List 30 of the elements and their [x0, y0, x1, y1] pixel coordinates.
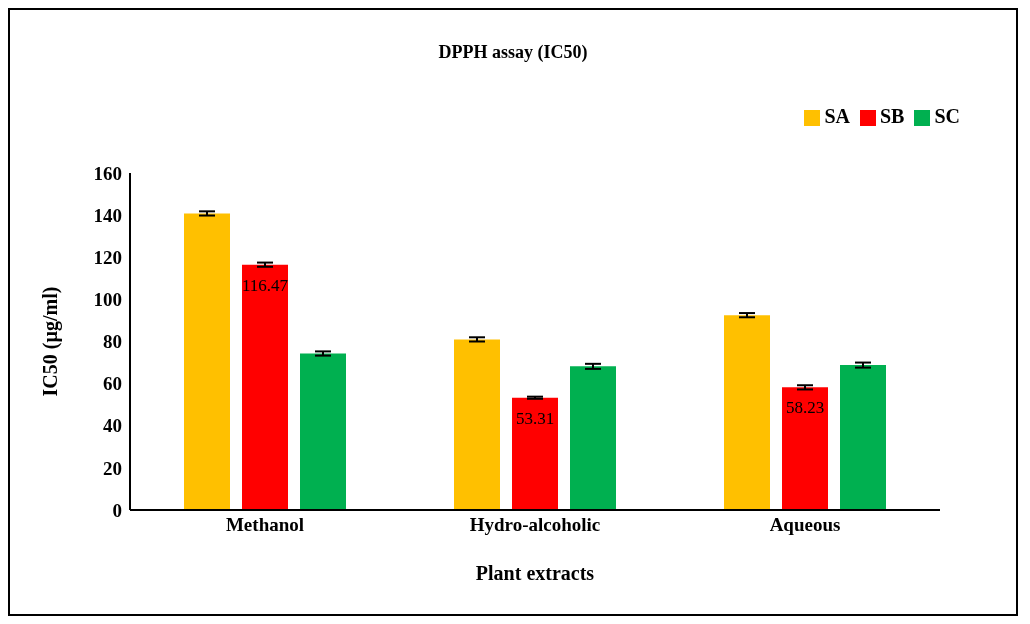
y-tick-label: 120	[93, 246, 122, 268]
bar	[242, 264, 288, 510]
y-axis-title: IC50 (µg/ml)	[39, 286, 63, 397]
data-label: 53.31	[515, 408, 555, 428]
bar	[724, 315, 770, 510]
x-axis-title: Plant extracts	[475, 562, 595, 584]
data-label: 58.23	[785, 398, 825, 418]
bar	[840, 365, 886, 510]
bar	[512, 397, 558, 510]
data-label: 116.47	[241, 275, 289, 295]
bar	[782, 387, 828, 510]
x-tick-label: Methanol	[225, 514, 305, 536]
bar	[454, 339, 500, 510]
legend-label: SA	[824, 105, 850, 127]
y-tick-label: 80	[103, 331, 122, 353]
y-tick-label: 160	[93, 162, 122, 184]
legend-label: SC	[934, 105, 960, 127]
chart-title: DPPH assay (IC50)	[437, 42, 589, 63]
bar	[184, 213, 230, 510]
bar	[570, 366, 616, 510]
y-tick-label: 0	[112, 499, 122, 521]
y-tick-label: 60	[103, 373, 122, 395]
y-tick-label: 100	[93, 289, 122, 311]
x-tick-label: Aqueous	[769, 514, 841, 536]
y-tick-label: 20	[103, 457, 122, 479]
legend-label: SB	[879, 105, 905, 127]
x-tick-label: Hydro-alcoholic	[469, 514, 601, 536]
y-tick-label: 40	[103, 415, 122, 437]
bar	[300, 353, 346, 510]
y-tick-label: 140	[93, 204, 122, 226]
